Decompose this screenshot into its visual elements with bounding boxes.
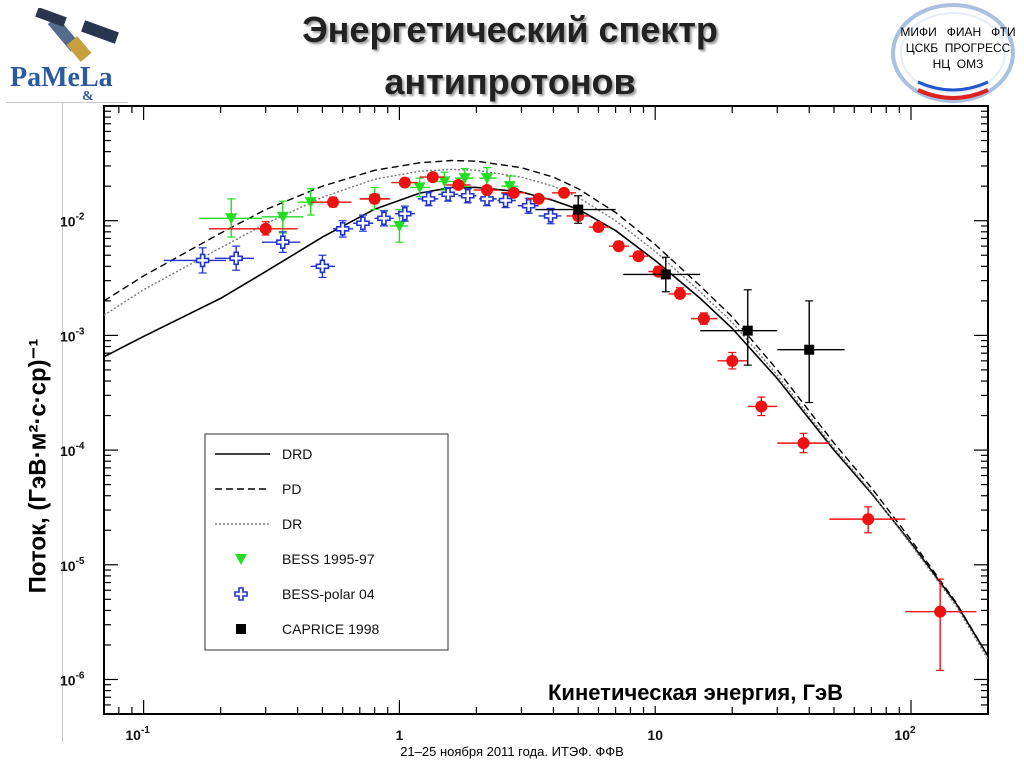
- slide-divider-vertical: [62, 102, 63, 742]
- data-point: [480, 192, 494, 206]
- data-point: [498, 193, 513, 208]
- y-tick-label: 10-4: [60, 441, 85, 459]
- curve-drd: [103, 186, 989, 657]
- data-point: [503, 181, 516, 193]
- y-tick-label: 10-5: [60, 556, 85, 574]
- pamela-logo: PaMeLa &: [10, 8, 119, 104]
- curve-pd: [103, 159, 989, 657]
- legend-marker: [235, 554, 247, 565]
- legend-label: DRD: [282, 446, 312, 462]
- data-point: [481, 173, 494, 185]
- data-point: [356, 216, 370, 231]
- legend-label: BESS-polar 04: [282, 586, 375, 602]
- data-point: [368, 192, 381, 205]
- data-point: [229, 251, 243, 266]
- data-point: [413, 182, 426, 194]
- data-point: [573, 204, 584, 215]
- legend-label: CAPRICE 1998: [282, 621, 379, 637]
- data-point: [632, 250, 645, 263]
- data-point: [438, 176, 451, 188]
- slide-title-line-1: Энергетический спектр: [302, 9, 718, 50]
- data-point: [426, 171, 439, 184]
- data-point: [259, 222, 272, 235]
- data-point: [398, 176, 411, 189]
- data-point: [697, 312, 710, 325]
- data-point: [195, 253, 210, 268]
- data-point: [452, 178, 465, 191]
- data-point: [673, 287, 686, 300]
- y-tick-label: 10-3: [60, 326, 85, 344]
- y-tick-label: 10-2: [60, 212, 85, 230]
- data-point: [377, 211, 391, 226]
- data-point: [592, 221, 605, 234]
- x-tick-label: 10-1: [125, 725, 150, 743]
- svg-text:&: &: [82, 89, 94, 104]
- data-point: [327, 196, 340, 209]
- legend-label: PD: [282, 481, 301, 497]
- orgs-line-3: НЦ ОМЗ: [932, 57, 984, 71]
- data-point: [742, 325, 753, 336]
- data-point: [276, 211, 289, 223]
- data-point: [612, 240, 625, 253]
- orgs-line-1: МИФИ ФИАН ФТИ: [900, 25, 1016, 39]
- x-axis-label: Кинетическая энергия, ГэВ: [546, 680, 846, 706]
- y-tick-label: 10-6: [60, 670, 85, 688]
- y-axis-label: Поток, (ГэВ·м²·с·ср)⁻¹: [24, 338, 52, 594]
- legend-label: BESS 1995-97: [282, 551, 375, 567]
- curve-dr: [103, 168, 989, 660]
- x-tick-label: 10: [647, 727, 663, 743]
- legend-marker: [236, 624, 246, 634]
- legend-box: [204, 433, 449, 651]
- data-point: [862, 513, 875, 526]
- slide-footer: 21–25 ноября 2011 года. ИТЭФ. ФФВ: [400, 744, 624, 759]
- data-point: [398, 206, 412, 221]
- svg-text:PaMeLa: PaMeLa: [10, 62, 113, 93]
- data-point: [558, 186, 571, 199]
- data-point: [460, 188, 475, 203]
- data-point: [393, 220, 406, 232]
- x-tick-label: 1: [396, 727, 404, 743]
- data-point: [507, 186, 520, 199]
- data-point: [804, 344, 815, 355]
- data-point: [225, 213, 238, 225]
- legend-label: DR: [282, 516, 302, 532]
- data-point: [521, 198, 536, 213]
- x-tick-label: 102: [894, 725, 916, 743]
- data-point: [755, 400, 768, 413]
- institutes-list: МИФИ ФИАН ФТИ ЦСКБ ПРОГРЕСС НЦ ОМЗ: [893, 24, 1023, 72]
- data-point: [315, 259, 330, 274]
- data-point: [275, 235, 290, 249]
- data-point: [441, 187, 455, 202]
- institutes-emblem: [891, 3, 1015, 103]
- orgs-line-2: ЦСКБ ПРОГРЕСС: [905, 41, 1011, 55]
- data-point: [481, 184, 494, 197]
- data-point: [458, 173, 471, 185]
- data-point: [335, 221, 350, 236]
- data-point: [421, 192, 436, 206]
- legend-marker: [234, 587, 248, 601]
- data-point: [934, 605, 947, 618]
- data-point: [532, 192, 545, 205]
- data-point: [660, 269, 671, 280]
- slide-divider-horizontal: [6, 102, 128, 103]
- slide-title: Энергетический спектр антипротонов: [230, 4, 790, 108]
- data-point: [726, 354, 739, 367]
- slide-title-line-2: антипротонов: [384, 61, 636, 102]
- data-point: [797, 437, 810, 450]
- data-point: [543, 209, 558, 223]
- satellite-icon: [35, 8, 119, 62]
